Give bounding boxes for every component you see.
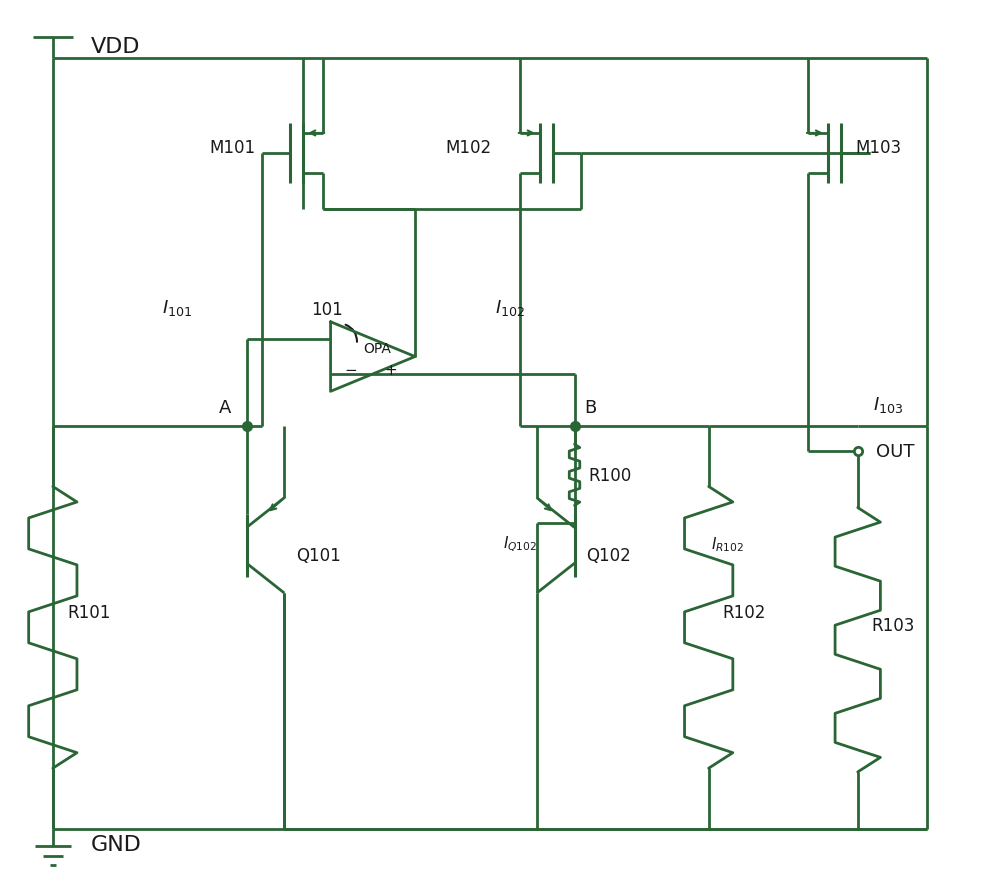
Text: A: A <box>219 399 232 416</box>
Text: 101: 101 <box>311 300 343 318</box>
Text: −: − <box>345 362 357 377</box>
Text: $I_{103}$: $I_{103}$ <box>873 395 903 415</box>
Text: $I_{Q102}$: $I_{Q102}$ <box>503 534 537 554</box>
Text: $I_{102}$: $I_{102}$ <box>495 298 525 317</box>
Text: M103: M103 <box>856 139 902 157</box>
Text: Q101: Q101 <box>296 547 341 564</box>
Text: R100: R100 <box>588 466 632 485</box>
Text: M101: M101 <box>210 139 256 157</box>
Text: R102: R102 <box>723 603 766 622</box>
Text: $I_{101}$: $I_{101}$ <box>162 298 192 317</box>
Text: OPA: OPA <box>363 341 391 355</box>
Text: +: + <box>384 362 397 377</box>
Text: VDD: VDD <box>91 37 140 58</box>
Text: OUT: OUT <box>876 442 914 461</box>
FancyArrowPatch shape <box>346 325 357 343</box>
Text: GND: GND <box>91 835 141 854</box>
Text: Q102: Q102 <box>586 547 631 564</box>
Text: B: B <box>584 399 597 416</box>
Text: $I_{R102}$: $I_{R102}$ <box>711 534 744 553</box>
Text: R101: R101 <box>68 603 111 622</box>
Text: M102: M102 <box>445 139 491 157</box>
Text: R103: R103 <box>872 616 915 634</box>
